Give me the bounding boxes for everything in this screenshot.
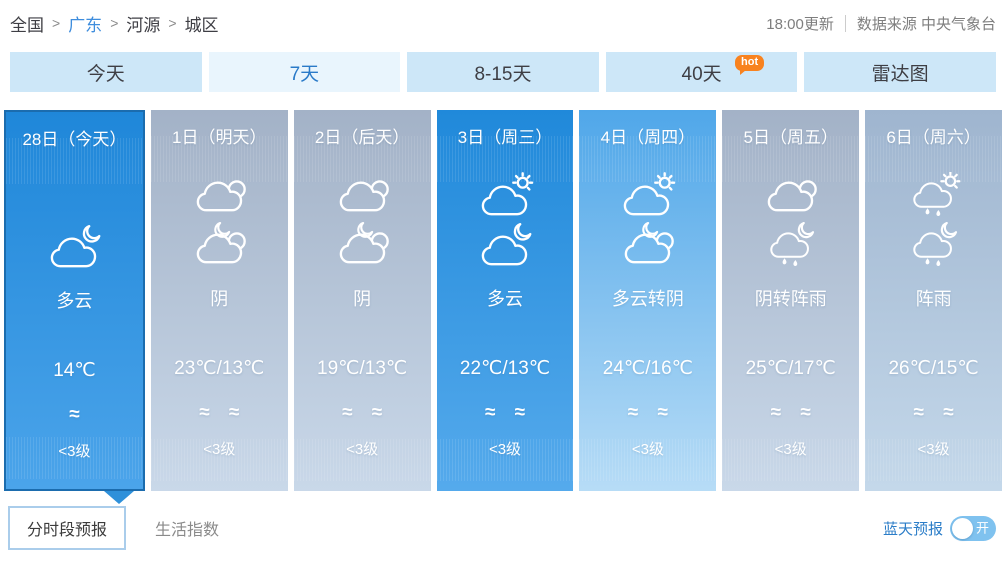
- tab-radar[interactable]: 雷达图: [804, 52, 996, 92]
- weather-icon-day: .drop{fill:#fff;stroke:none}: [865, 172, 1002, 217]
- temperature: 14℃: [53, 360, 96, 381]
- tab-today[interactable]: 今天: [10, 52, 202, 92]
- temperature: 25℃/17℃: [745, 358, 836, 379]
- weather-icon-day: .drop{fill:#fff;stroke:none}: [722, 173, 859, 217]
- weather-icon-night: .drop{fill:#fff;stroke:none}: [722, 222, 859, 267]
- tab-8-15day[interactable]: 8-15天: [407, 52, 599, 92]
- wind-icon: ≈ ≈: [484, 402, 526, 423]
- wind-level: <3级: [346, 441, 379, 458]
- update-time: 18:00更新: [766, 15, 834, 33]
- temperature: 23℃/13℃: [174, 358, 265, 379]
- weather-icon-day: .drop{fill:#fff;stroke:none}: [151, 173, 288, 217]
- breadcrumb: 全国 > 广东 > 河源 > 城区: [10, 11, 219, 36]
- breadcrumb-item-country[interactable]: 全国: [10, 15, 44, 35]
- hourly-forecast-tab[interactable]: 分时段预报: [8, 506, 127, 550]
- life-index-tab[interactable]: 生活指数: [155, 522, 220, 539]
- footer-row: 分时段预报 生活指数 蓝天预报 开: [8, 506, 996, 550]
- data-source: 数据来源 中央气象台: [856, 15, 996, 33]
- temperature: 19℃/13℃: [317, 358, 408, 379]
- tab-7day[interactable]: 7天: [208, 52, 401, 92]
- wind-level: <3级: [203, 441, 236, 458]
- wind-icon: ≈ ≈: [770, 402, 811, 423]
- toggle-knob-icon: [952, 517, 973, 539]
- day-card-4[interactable]: 4日（周四） .drop{fill:#fff;stroke:none} .dro…: [579, 110, 717, 491]
- weather-icon-night: .drop{fill:#fff;stroke:none}: [151, 222, 288, 267]
- day-date: 1日（明天）: [172, 128, 267, 147]
- weather-icon-day: [6, 175, 143, 219]
- day-card-3[interactable]: 3日（周三） .drop{fill:#fff;stroke:none} .dro…: [436, 110, 574, 491]
- forecast-list: 28日（今天） .drop{fill:#fff;stroke:none} 多云 …: [4, 110, 1003, 504]
- day-card-0[interactable]: 28日（今天） .drop{fill:#fff;stroke:none} 多云 …: [4, 110, 145, 491]
- wind-icon: ≈ ≈: [913, 402, 954, 423]
- wind-level: <3级: [774, 441, 807, 458]
- wind-icon: ≈ ≈: [627, 402, 668, 423]
- breadcrumb-separator: >: [110, 15, 119, 31]
- breadcrumb-item-district[interactable]: 城区: [184, 15, 219, 35]
- day-date: 4日（周四）: [600, 128, 696, 147]
- weather-icon-night: .drop{fill:#fff;stroke:none}: [579, 222, 716, 267]
- blue-sky-label: 蓝天预报: [882, 520, 943, 538]
- day-card-5[interactable]: 5日（周五） .drop{fill:#fff;stroke:none} .dro…: [722, 110, 860, 491]
- temperature: 24℃/16℃: [602, 358, 693, 379]
- update-meta: 18:00更新 数据来源 中央气象台: [766, 13, 996, 34]
- weather-text: 多云: [487, 289, 523, 309]
- day-date: 28日（今天）: [22, 130, 127, 149]
- breadcrumb-item-city[interactable]: 河源: [126, 15, 161, 35]
- weather-text: 多云: [56, 291, 93, 311]
- temperature: 22℃/13℃: [459, 358, 551, 379]
- temperature: 26℃/15℃: [888, 358, 979, 379]
- selected-day-arrow: [104, 491, 134, 504]
- breadcrumb-separator: >: [52, 15, 61, 31]
- wind-level: <3级: [58, 443, 91, 460]
- breadcrumb-item-province[interactable]: 广东: [68, 15, 103, 35]
- hot-badge: hot: [735, 55, 765, 75]
- weather-text: 阵雨: [915, 289, 952, 309]
- tab-40day-label: 40天: [681, 63, 722, 85]
- header-row: 全国 > 广东 > 河源 > 城区 18:00更新 数据来源 中央气象台: [0, 0, 1006, 36]
- meta-divider: [844, 14, 846, 32]
- weather-text: 多云转阴: [611, 289, 684, 309]
- blue-sky-toggle[interactable]: 开: [950, 515, 996, 541]
- day-date: 2日（后天）: [314, 128, 410, 147]
- weather-text: 阴转阵雨: [754, 289, 827, 309]
- wind-icon: ≈ ≈: [342, 402, 383, 423]
- blue-sky-control: 蓝天预报 开: [882, 515, 996, 541]
- wind-icon: ≈: [69, 404, 80, 425]
- day-card-6[interactable]: 6日（周六） .drop{fill:#fff;stroke:none} .dro…: [865, 110, 1003, 491]
- wind-level: <3级: [917, 441, 950, 458]
- weather-icon-night: .drop{fill:#fff;stroke:none}: [6, 224, 143, 269]
- weather-icon-day: .drop{fill:#fff;stroke:none}: [294, 173, 431, 217]
- weather-icon-day: .drop{fill:#fff;stroke:none}: [437, 172, 574, 217]
- weather-icon-night: .drop{fill:#fff;stroke:none}: [437, 222, 574, 267]
- day-card-1[interactable]: 1日（明天） .drop{fill:#fff;stroke:none} .dro…: [150, 110, 288, 491]
- weather-icon-night: .drop{fill:#fff;stroke:none}: [865, 222, 1002, 267]
- day-date: 5日（周五）: [743, 128, 838, 147]
- breadcrumb-separator: >: [168, 15, 177, 31]
- day-date: 6日（周六）: [886, 128, 981, 147]
- forecast-tabs: 今天 7天 8-15天 40天 hot 雷达图: [10, 52, 996, 92]
- day-date: 3日（周三）: [457, 128, 553, 147]
- wind-level: <3级: [631, 441, 664, 458]
- toggle-state-label: 开: [975, 520, 989, 536]
- day-card-2[interactable]: 2日（后天） .drop{fill:#fff;stroke:none} .dro…: [293, 110, 431, 491]
- tab-40day[interactable]: 40天 hot: [605, 52, 798, 92]
- weather-text: 阴: [353, 289, 372, 309]
- wind-level: <3级: [488, 441, 522, 458]
- weather-icon-day: .drop{fill:#fff;stroke:none}: [579, 172, 716, 217]
- wind-icon: ≈ ≈: [199, 402, 240, 423]
- weather-icon-night: .drop{fill:#fff;stroke:none}: [294, 222, 431, 267]
- weather-text: 阴: [210, 289, 229, 309]
